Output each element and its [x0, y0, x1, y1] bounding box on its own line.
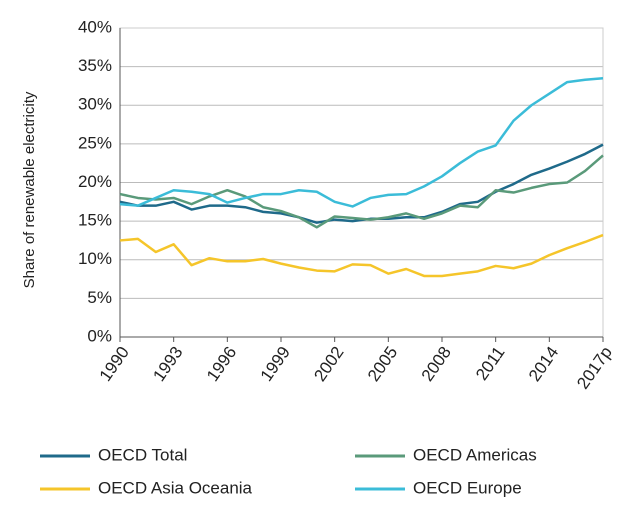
legend-label: OECD Europe — [413, 478, 522, 497]
x-tick-label: 2002 — [310, 343, 347, 385]
x-tick-label: 1999 — [257, 343, 294, 385]
y-tick-label: 0% — [87, 326, 112, 345]
series-line — [119, 154, 604, 229]
x-tick-label: 1996 — [203, 343, 240, 385]
legend-label: OECD Total — [98, 445, 187, 464]
legend-label: OECD Asia Oceania — [98, 478, 253, 497]
y-tick-label: 40% — [78, 17, 112, 36]
series-line — [119, 233, 604, 278]
y-tick-label: 20% — [78, 172, 112, 191]
x-tick-label: 2011 — [472, 343, 509, 384]
series-line — [119, 76, 604, 208]
x-tick-label: 1993 — [149, 343, 186, 385]
legend-label: OECD Americas — [413, 445, 537, 464]
x-tick-label: 2017p — [573, 343, 616, 393]
y-tick-label: 25% — [78, 133, 112, 152]
y-axis-label: Share of renewable electricity — [21, 91, 38, 288]
y-tick-label: 10% — [78, 249, 112, 268]
x-tick-label: 2014 — [525, 343, 562, 385]
y-tick-label: 15% — [78, 211, 112, 230]
y-tick-label: 30% — [78, 95, 112, 114]
x-tick-label: 2005 — [364, 343, 401, 385]
x-tick-label: 2008 — [418, 343, 455, 385]
x-tick-label: 1990 — [96, 343, 133, 385]
series-line — [119, 143, 604, 224]
y-tick-label: 5% — [87, 288, 112, 307]
y-tick-label: 35% — [78, 56, 112, 75]
